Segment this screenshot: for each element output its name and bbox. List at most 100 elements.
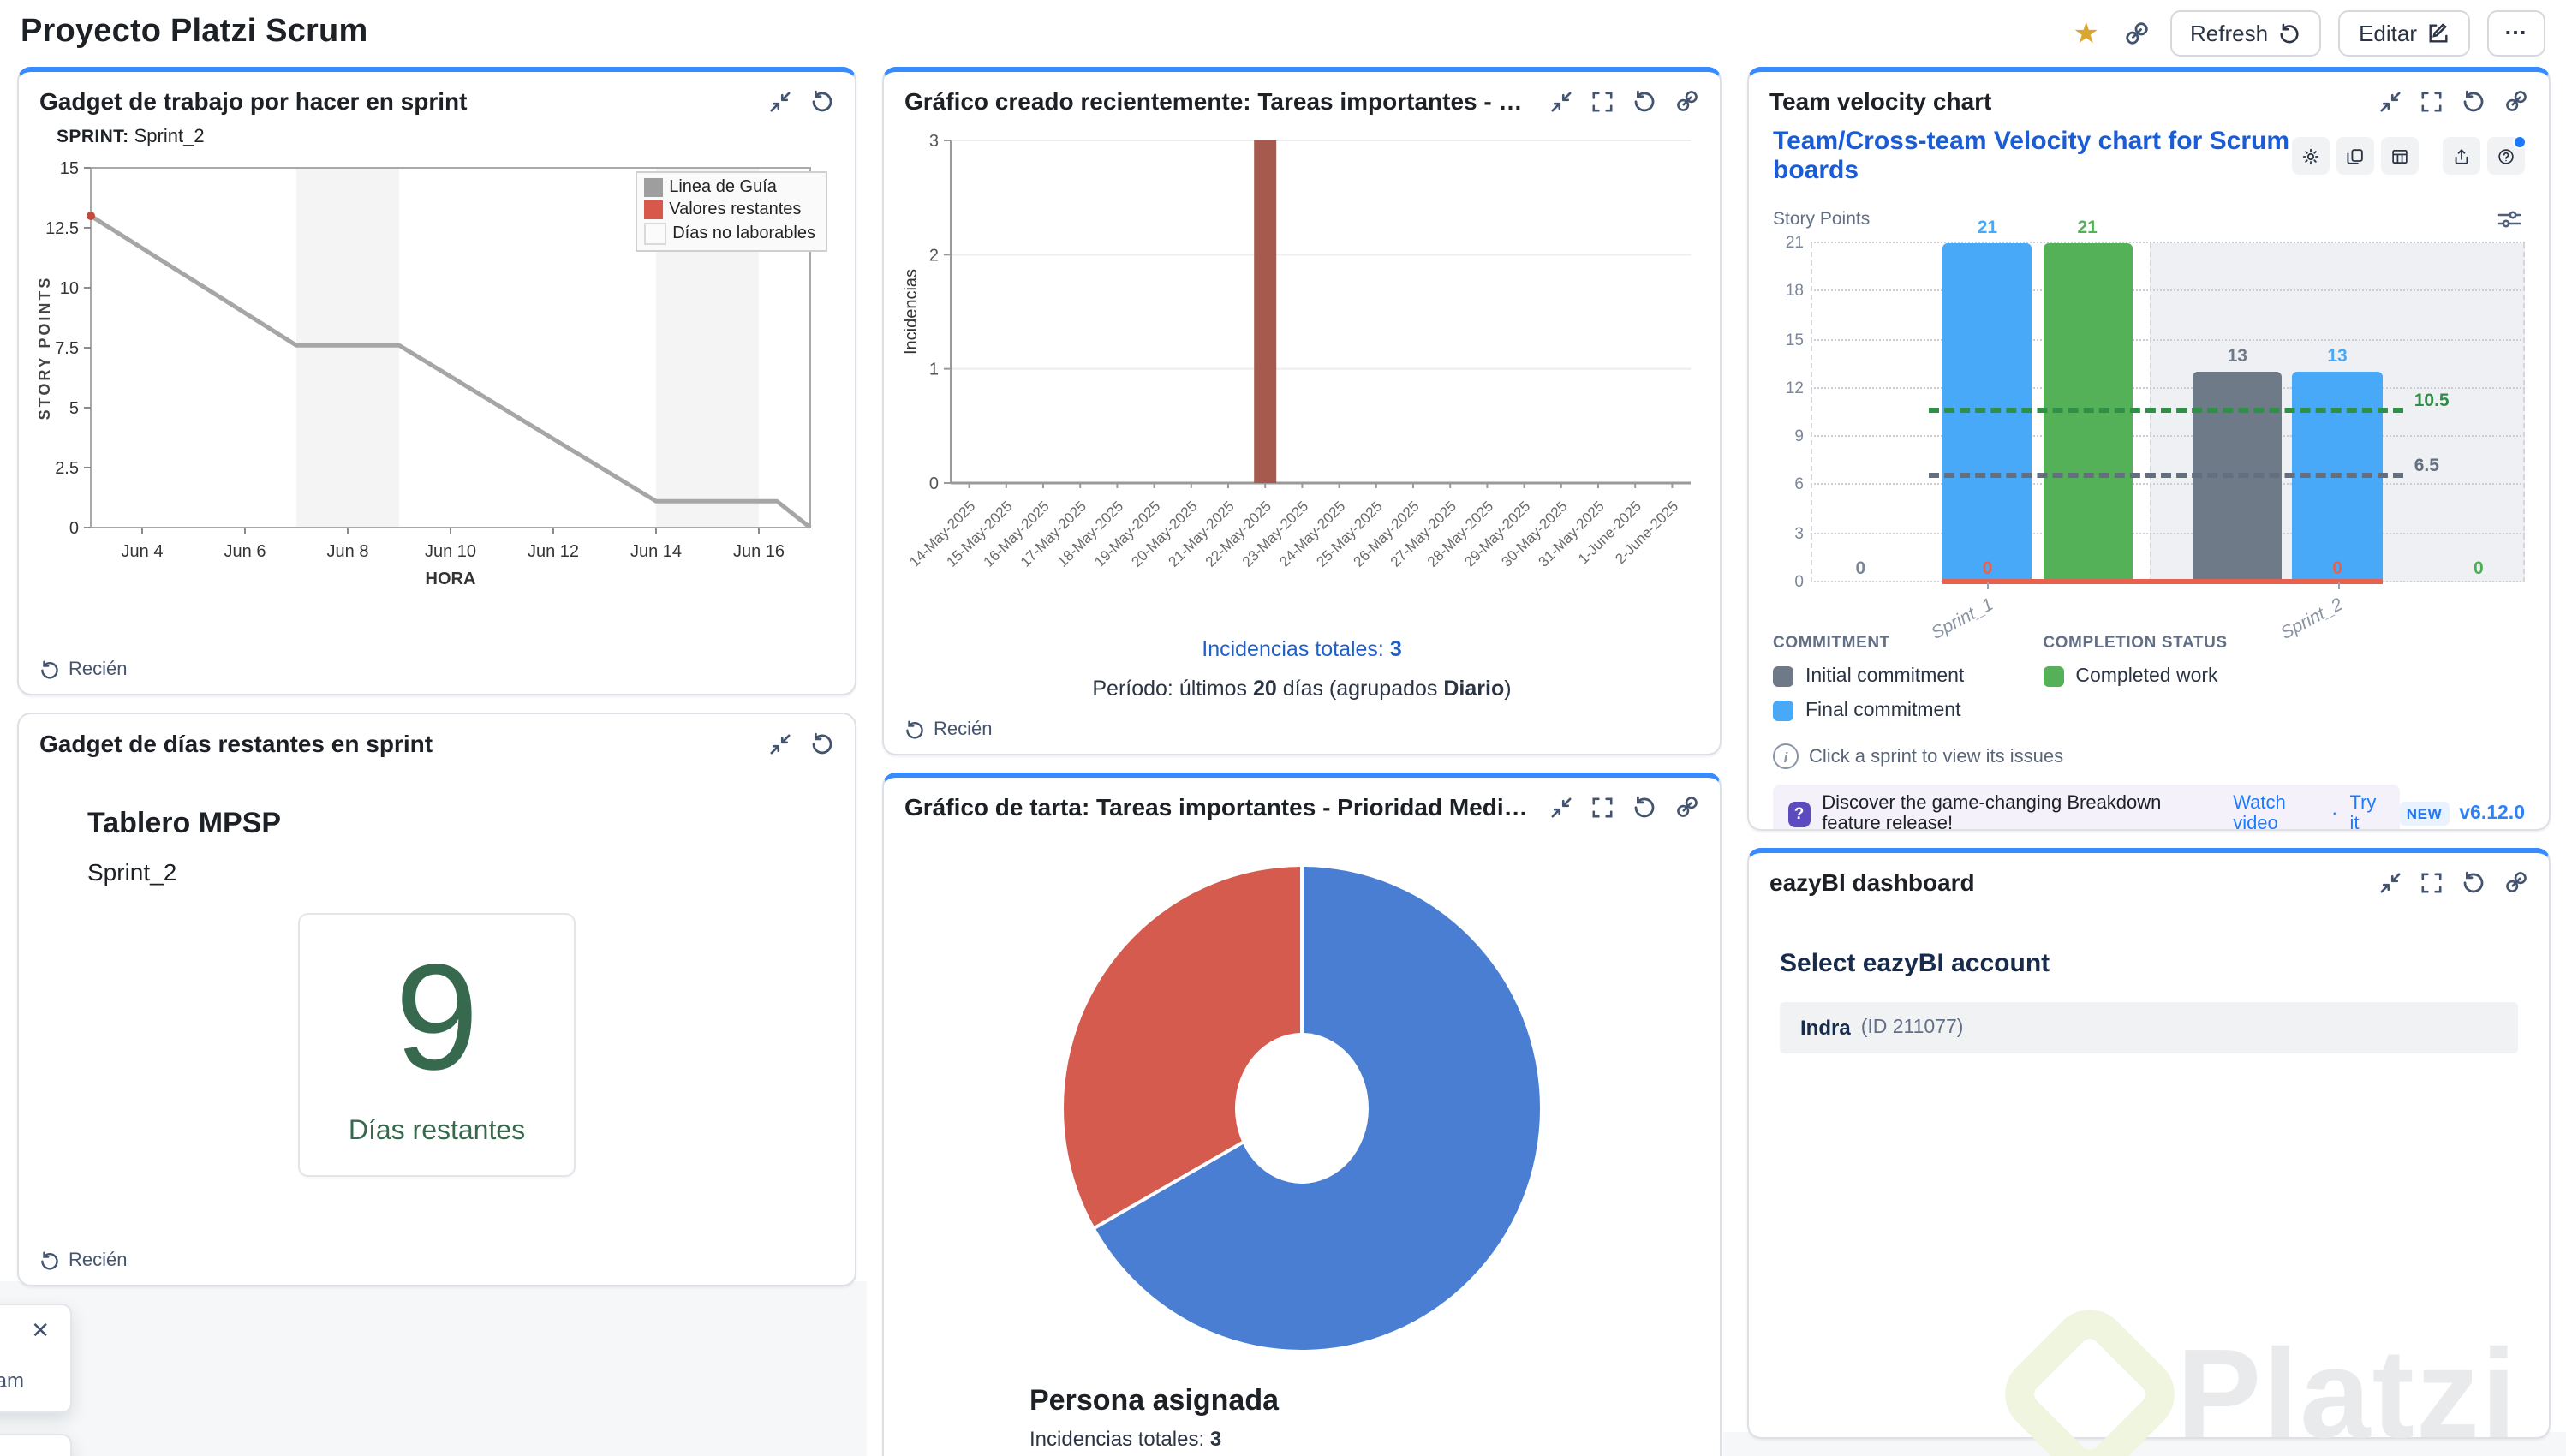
sprint-label: SPRINT:	[57, 127, 129, 147]
refresh-icon[interactable]	[810, 731, 834, 755]
favorite-star-icon[interactable]: ★	[2070, 15, 2104, 51]
svg-text:Incidencias: Incidencias	[902, 269, 921, 355]
donut-hole	[1235, 1033, 1369, 1184]
legend-label: Completed work	[2075, 666, 2218, 687]
link-icon[interactable]	[2504, 870, 2528, 894]
assignee-donut-chart[interactable]	[1064, 867, 1540, 1350]
gadget-days-remaining: Gadget de días restantes en sprint Table…	[17, 713, 856, 1286]
velocity-toolbar	[2292, 135, 2527, 175]
zero-value-label: 0	[1855, 558, 1866, 579]
svg-text:0: 0	[69, 519, 79, 538]
link-icon[interactable]	[1675, 89, 1699, 113]
y-tick-label: 3	[1794, 524, 1804, 544]
new-badge: NEW	[2399, 802, 2450, 826]
banner-text: Discover the game-changing Breakdown fea…	[1822, 793, 2162, 831]
refresh-icon[interactable]	[2462, 89, 2485, 113]
footer-label: Recién	[69, 659, 128, 680]
collapse-icon[interactable]	[769, 732, 791, 755]
bar-value-label: 21	[1977, 218, 1998, 238]
collapse-icon[interactable]	[1550, 796, 1572, 818]
collapse-icon[interactable]	[769, 90, 791, 112]
x-tick	[1987, 582, 1990, 589]
refresh-button[interactable]: Refresh	[2169, 9, 2322, 56]
refresh-icon	[41, 660, 58, 679]
collapse-icon[interactable]	[2379, 871, 2402, 893]
refresh-icon	[906, 720, 923, 739]
svg-text:Jun 4: Jun 4	[122, 542, 164, 561]
collapse-icon[interactable]	[1550, 90, 1572, 112]
svg-text:2: 2	[929, 246, 939, 265]
settings-gear-icon[interactable]	[2292, 137, 2330, 175]
refresh-icon[interactable]	[1632, 795, 1656, 819]
version-link[interactable]: v6.12.0	[2459, 803, 2525, 824]
total-issues-link[interactable]: Incidencias totales: 3	[884, 637, 1720, 661]
gridline	[1811, 483, 2525, 486]
group-divider	[2150, 243, 2152, 582]
watch-video-link[interactable]: Watch video	[2233, 793, 2286, 831]
gadget-title: Gráfico de tarta: Tareas importantes - P…	[904, 793, 1533, 820]
export-icon[interactable]	[2443, 137, 2480, 175]
gadget-title: eazyBI dashboard	[1769, 868, 1975, 896]
zero-value-label: 0	[2332, 558, 2342, 579]
page-header: Proyecto Platzi Scrum ★ Refresh Editar ⋯	[0, 0, 2566, 65]
link-icon[interactable]	[2504, 89, 2528, 113]
velocity-bar-sprint_2-initial[interactable]	[2193, 372, 2283, 582]
refresh-icon[interactable]	[810, 89, 834, 113]
refresh-icon[interactable]	[1632, 89, 1656, 113]
sprint-value: Sprint_2	[134, 127, 205, 147]
gadget-pie-chart: Gráfico de tarta: Tareas importantes - P…	[882, 773, 1722, 1456]
x-tick	[2337, 582, 2340, 589]
refresh-button-label: Refresh	[2190, 20, 2269, 45]
velocity-bar-sprint_1-completed[interactable]	[2043, 243, 2133, 582]
footer-label: Recién	[69, 1250, 128, 1271]
svg-text:0: 0	[929, 474, 939, 493]
filter-sliders-icon[interactable]	[2494, 206, 2525, 233]
days-remaining-value: 9	[395, 932, 479, 1101]
eazybi-logo-icon: ?	[1788, 801, 1811, 826]
svg-text:HORA: HORA	[426, 570, 476, 588]
bar-value-label: 13	[2327, 346, 2348, 367]
gadget-title: Gráfico creado recientemente: Tareas imp…	[904, 87, 1533, 115]
gadget-footer: Recién	[39, 1250, 128, 1271]
expand-icon[interactable]	[1591, 90, 1614, 112]
feature-banner: ? Discover the game-changing Breakdown f…	[1773, 785, 2400, 831]
velocity-bar-sprint_1-final[interactable]	[1942, 243, 2032, 582]
table-view-icon[interactable]	[2381, 137, 2419, 175]
velocity-plot-area: 21 21 13 13 10.5 6.5 0 0 0 0	[1811, 218, 2526, 584]
sprint-filter: SPRINT: Sprint_2	[19, 123, 855, 147]
gadget-title: Gadget de trabajo por hacer en sprint	[39, 87, 468, 115]
close-icon[interactable]: ✕	[31, 1317, 50, 1343]
velocity-legend: COMMITMENT Initial commitment Final comm…	[1773, 634, 2525, 721]
eazybi-account-option[interactable]: Indra (ID 211077)	[1780, 1002, 2518, 1053]
expand-icon[interactable]	[2420, 871, 2443, 893]
page-title: Proyecto Platzi Scrum	[21, 14, 368, 50]
refresh-icon[interactable]	[2462, 870, 2485, 894]
svg-text:2.5: 2.5	[55, 459, 79, 478]
expand-icon[interactable]	[1591, 796, 1614, 818]
svg-text:Jun 12: Jun 12	[528, 542, 579, 561]
expand-icon[interactable]	[2420, 90, 2443, 112]
period-text: Período: últimos 20 días (agrupados Diar…	[1092, 677, 1512, 701]
velocity-bar-sprint_2-final[interactable]	[2292, 372, 2383, 582]
dashboard-grid: Gadget de trabajo por hacer en sprint SP…	[0, 65, 2566, 1456]
donut-divider	[1300, 867, 1304, 1108]
try-it-link[interactable]: Try it	[2349, 793, 2377, 831]
account-name: Indra	[1800, 1016, 1851, 1040]
link-icon[interactable]	[1675, 795, 1699, 819]
svg-text:Jun 6: Jun 6	[224, 542, 266, 561]
collapse-icon[interactable]	[2379, 90, 2402, 112]
help-icon[interactable]	[2487, 135, 2527, 175]
total-issues-value: 3	[1389, 637, 1402, 661]
info-icon: i	[1773, 743, 1799, 769]
separator: ·	[2331, 803, 2338, 824]
svg-text:3: 3	[929, 132, 939, 151]
footer-label: Recién	[934, 719, 993, 740]
toast-text-fragment: am	[0, 1369, 24, 1393]
version-info: NEW v6.12.0	[2399, 802, 2525, 826]
more-options-button[interactable]: ⋯	[2487, 9, 2545, 56]
velocity-report-link[interactable]: Team/Cross-team Velocity chart for Scrum…	[1773, 127, 2289, 185]
share-link-icon[interactable]	[2120, 16, 2152, 49]
edit-button[interactable]: Editar	[2338, 9, 2470, 56]
copy-icon[interactable]	[2336, 137, 2374, 175]
